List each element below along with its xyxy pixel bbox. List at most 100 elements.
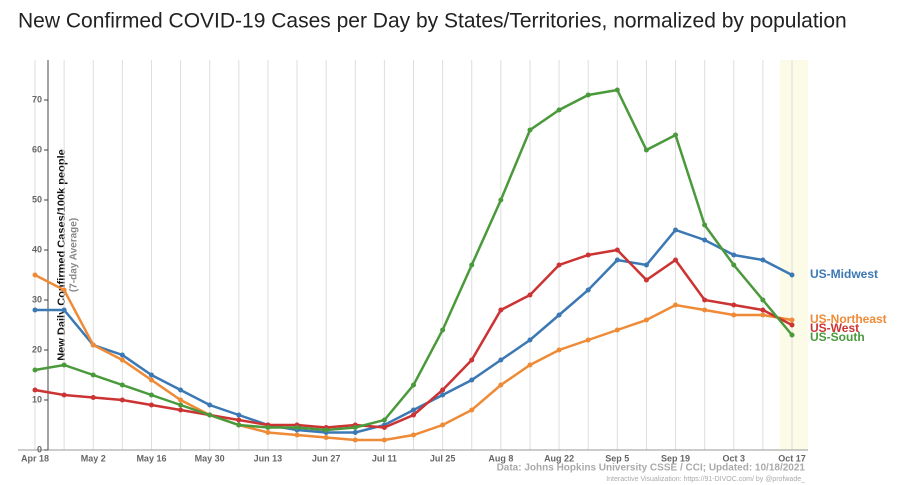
x-tick-label: May 30 (195, 453, 225, 463)
data-point (498, 307, 504, 313)
data-point (469, 407, 475, 413)
x-tick-label: Jul 11 (372, 453, 397, 463)
y-tick-label: 50 (32, 194, 42, 204)
data-point (411, 407, 416, 413)
data-point (760, 257, 766, 263)
data-point (236, 412, 242, 418)
data-point (556, 347, 562, 353)
data-point (760, 312, 766, 318)
data-point (90, 342, 96, 348)
data-point (148, 392, 154, 398)
series-end-label: US-Northeast (810, 312, 887, 326)
y-axis-label: New Daily Confirmed Cases/100k people (56, 149, 68, 361)
data-point (236, 417, 242, 423)
data-point (731, 262, 737, 268)
data-point (498, 197, 504, 203)
data-point (61, 362, 67, 368)
data-point (469, 262, 475, 268)
data-point (673, 132, 679, 138)
highlight-region (780, 60, 808, 450)
data-point (440, 422, 446, 428)
data-point (90, 395, 96, 400)
y-tick-label: 70 (32, 94, 42, 104)
y-tick-label: 20 (32, 344, 42, 354)
data-point (702, 237, 708, 243)
data-point (527, 292, 533, 298)
x-tick-label: Jun 13 (254, 453, 283, 463)
data-point (673, 227, 679, 233)
data-point (643, 262, 649, 268)
data-point (32, 272, 38, 278)
data-point (702, 297, 708, 303)
data-point (643, 147, 649, 153)
data-point (265, 425, 271, 430)
data-point (527, 127, 533, 133)
data-point (207, 402, 213, 408)
data-point (498, 357, 504, 363)
data-point (614, 87, 620, 93)
data-point (352, 437, 358, 443)
data-point (411, 432, 416, 438)
data-point (527, 362, 533, 368)
data-point (381, 417, 387, 423)
data-point (411, 382, 416, 388)
x-tick-label: Apr 18 (21, 453, 49, 463)
data-point (236, 422, 242, 428)
data-point (207, 412, 213, 418)
series-end-label: US-West (810, 321, 859, 335)
data-point (119, 352, 125, 358)
data-point (614, 247, 620, 253)
data-point (702, 307, 708, 313)
y-axis-sublabel: (7-day Average) (69, 218, 80, 292)
x-tick-label: Aug 8 (488, 453, 513, 463)
data-point (702, 222, 708, 228)
data-point (760, 307, 766, 313)
data-point (498, 382, 504, 388)
data-point (440, 327, 446, 333)
data-point (90, 372, 96, 378)
data-point (440, 392, 446, 398)
data-point (265, 430, 271, 435)
data-point (469, 357, 475, 363)
x-tick-label: Sep 19 (661, 453, 690, 463)
data-point (148, 372, 154, 378)
data-point (789, 317, 795, 323)
data-point (643, 277, 649, 283)
data-point (178, 387, 184, 393)
data-point (673, 257, 679, 263)
data-point (760, 297, 766, 303)
data-point (469, 377, 475, 383)
data-point (614, 257, 620, 263)
data-point (789, 322, 795, 328)
data-point (614, 327, 620, 333)
data-point (61, 287, 67, 293)
series-end-label: US-South (810, 330, 865, 344)
x-tick-label: Aug 22 (544, 453, 574, 463)
data-point (323, 435, 329, 440)
data-point (556, 107, 562, 113)
source: Data: Johns Hopkins University CSSE / CC… (497, 463, 806, 474)
data-point (148, 402, 154, 408)
y-tick-label: 30 (32, 294, 42, 304)
y-tick-label: 10 (32, 394, 42, 404)
data-point (323, 427, 329, 433)
data-point (731, 302, 737, 308)
data-point (119, 397, 125, 403)
y-tick-label: 60 (32, 144, 42, 154)
data-point (585, 287, 591, 293)
data-point (61, 307, 67, 313)
data-point (673, 302, 679, 308)
data-point (585, 252, 591, 258)
y-tick-label: 0 (37, 444, 42, 454)
data-point (32, 387, 38, 393)
x-tick-label: Oct 17 (778, 453, 806, 463)
data-point (789, 332, 795, 338)
data-point (585, 337, 591, 343)
data-point (556, 312, 562, 318)
data-point (643, 317, 649, 323)
data-point (527, 337, 533, 343)
x-tick-label: Jul 25 (430, 453, 456, 463)
data-point (294, 432, 300, 438)
